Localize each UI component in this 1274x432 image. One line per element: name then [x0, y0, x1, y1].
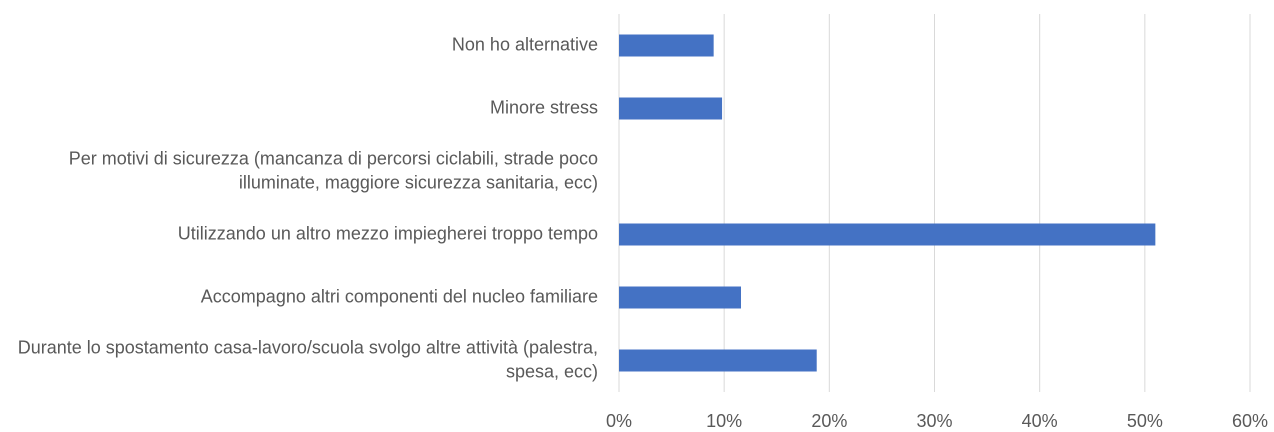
bar: [619, 286, 741, 309]
y-tick-label: Minore stress: [490, 97, 598, 117]
bar: [619, 223, 1156, 246]
x-tick-label: 20%: [811, 411, 847, 431]
x-tick-label: 50%: [1127, 411, 1163, 431]
x-tick-label: 10%: [706, 411, 742, 431]
y-tick-label: Per motivi di sicurezza (mancanza di per…: [69, 148, 598, 192]
x-tick-label: 40%: [1022, 411, 1058, 431]
bar: [619, 349, 817, 372]
bar: [619, 97, 723, 120]
y-tick-label: Accompagno altri componenti del nucleo f…: [201, 286, 598, 306]
bar: [619, 34, 714, 57]
y-tick-label: Durante lo spostamento casa-lavoro/scuol…: [18, 337, 598, 381]
x-tick-label: 30%: [916, 411, 952, 431]
y-tick-label: Utilizzando un altro mezzo impiegherei t…: [178, 223, 598, 243]
x-tick-label: 0%: [606, 411, 632, 431]
x-tick-label: 60%: [1232, 411, 1268, 431]
y-tick-label: Non ho alternative: [452, 34, 598, 54]
